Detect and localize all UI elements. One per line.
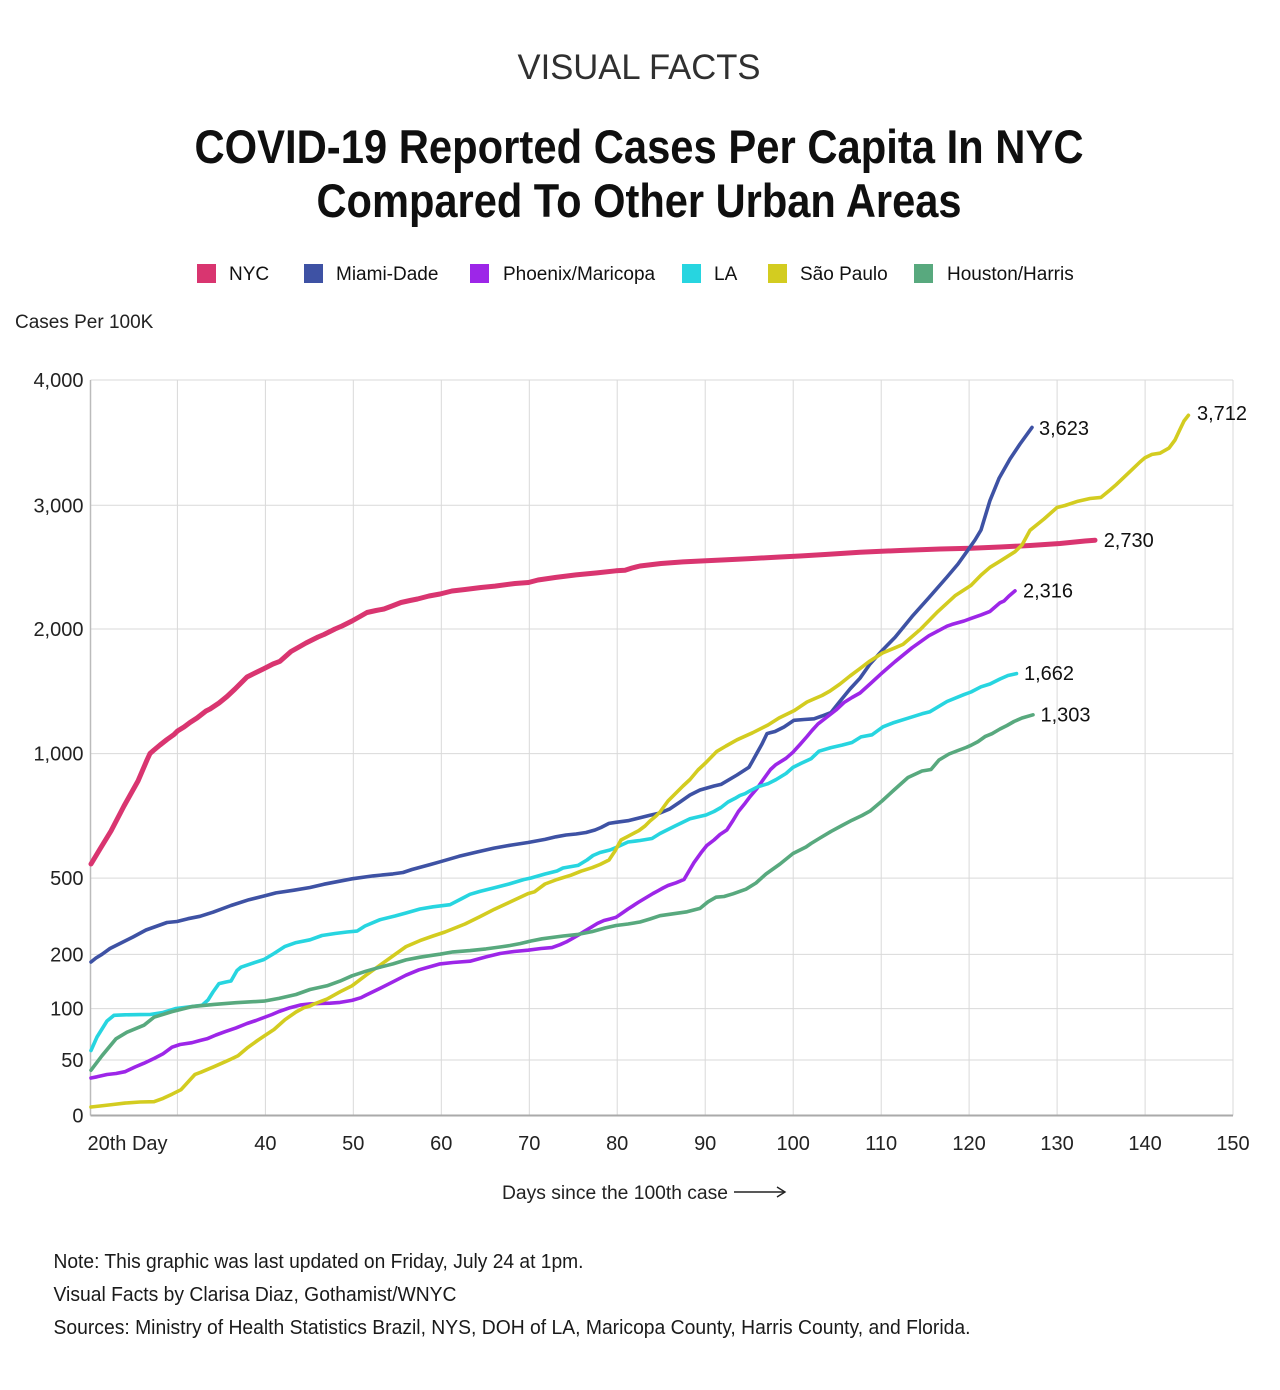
svg-text:80: 80 <box>606 1133 628 1155</box>
svg-text:100: 100 <box>50 999 83 1021</box>
svg-text:130: 130 <box>1040 1133 1073 1155</box>
svg-text:3,000: 3,000 <box>33 495 83 517</box>
svg-text:Cases Per 100K: Cases Per 100K <box>15 312 154 333</box>
svg-text:150: 150 <box>1216 1133 1249 1155</box>
svg-text:100: 100 <box>777 1133 810 1155</box>
svg-text:0: 0 <box>72 1106 83 1128</box>
svg-text:40: 40 <box>254 1133 276 1155</box>
svg-text:Sources: Ministry of Health St: Sources: Ministry of Health Statistics B… <box>54 1317 971 1339</box>
svg-text:90: 90 <box>694 1133 716 1155</box>
svg-text:NYC: NYC <box>229 264 269 285</box>
svg-text:Phoenix/Maricopa: Phoenix/Maricopa <box>503 264 656 285</box>
svg-text:2,316: 2,316 <box>1023 581 1073 603</box>
svg-text:Miami-Dade: Miami-Dade <box>336 264 438 285</box>
svg-text:1,303: 1,303 <box>1041 705 1091 727</box>
svg-text:1,000: 1,000 <box>33 744 83 766</box>
svg-text:1,662: 1,662 <box>1024 663 1074 685</box>
svg-text:70: 70 <box>518 1133 540 1155</box>
svg-text:COVID-19 Reported Cases Per Ca: COVID-19 Reported Cases Per Capita In NY… <box>195 120 1084 173</box>
svg-text:2,730: 2,730 <box>1104 530 1154 552</box>
svg-text:500: 500 <box>50 868 83 890</box>
svg-text:2,000: 2,000 <box>33 619 83 641</box>
svg-text:Houston/Harris: Houston/Harris <box>947 264 1074 285</box>
svg-text:Visual Facts by Clarisa Diaz,: Visual Facts by Clarisa Diaz, Gothamist/… <box>54 1284 457 1306</box>
svg-text:20th Day: 20th Day <box>88 1133 168 1155</box>
svg-text:50: 50 <box>342 1133 364 1155</box>
svg-text:São Paulo: São Paulo <box>800 264 888 285</box>
svg-text:140: 140 <box>1128 1133 1161 1155</box>
svg-text:200: 200 <box>50 944 83 966</box>
svg-text:Compared To Other Urban Areas: Compared To Other Urban Areas <box>317 174 962 227</box>
svg-text:3,712: 3,712 <box>1197 403 1247 425</box>
svg-text:120: 120 <box>952 1133 985 1155</box>
svg-text:4,000: 4,000 <box>33 370 83 392</box>
svg-text:Note: This graphic was last up: Note: This graphic was last updated on F… <box>54 1251 584 1273</box>
svg-text:110: 110 <box>865 1133 897 1155</box>
svg-text:LA: LA <box>714 264 738 285</box>
svg-text:3,623: 3,623 <box>1039 418 1089 440</box>
svg-text:Days since the 100th case: Days since the 100th case <box>502 1183 728 1204</box>
svg-text:50: 50 <box>61 1050 83 1072</box>
svg-text:VISUAL FACTS: VISUAL FACTS <box>518 48 761 87</box>
svg-text:60: 60 <box>430 1133 452 1155</box>
